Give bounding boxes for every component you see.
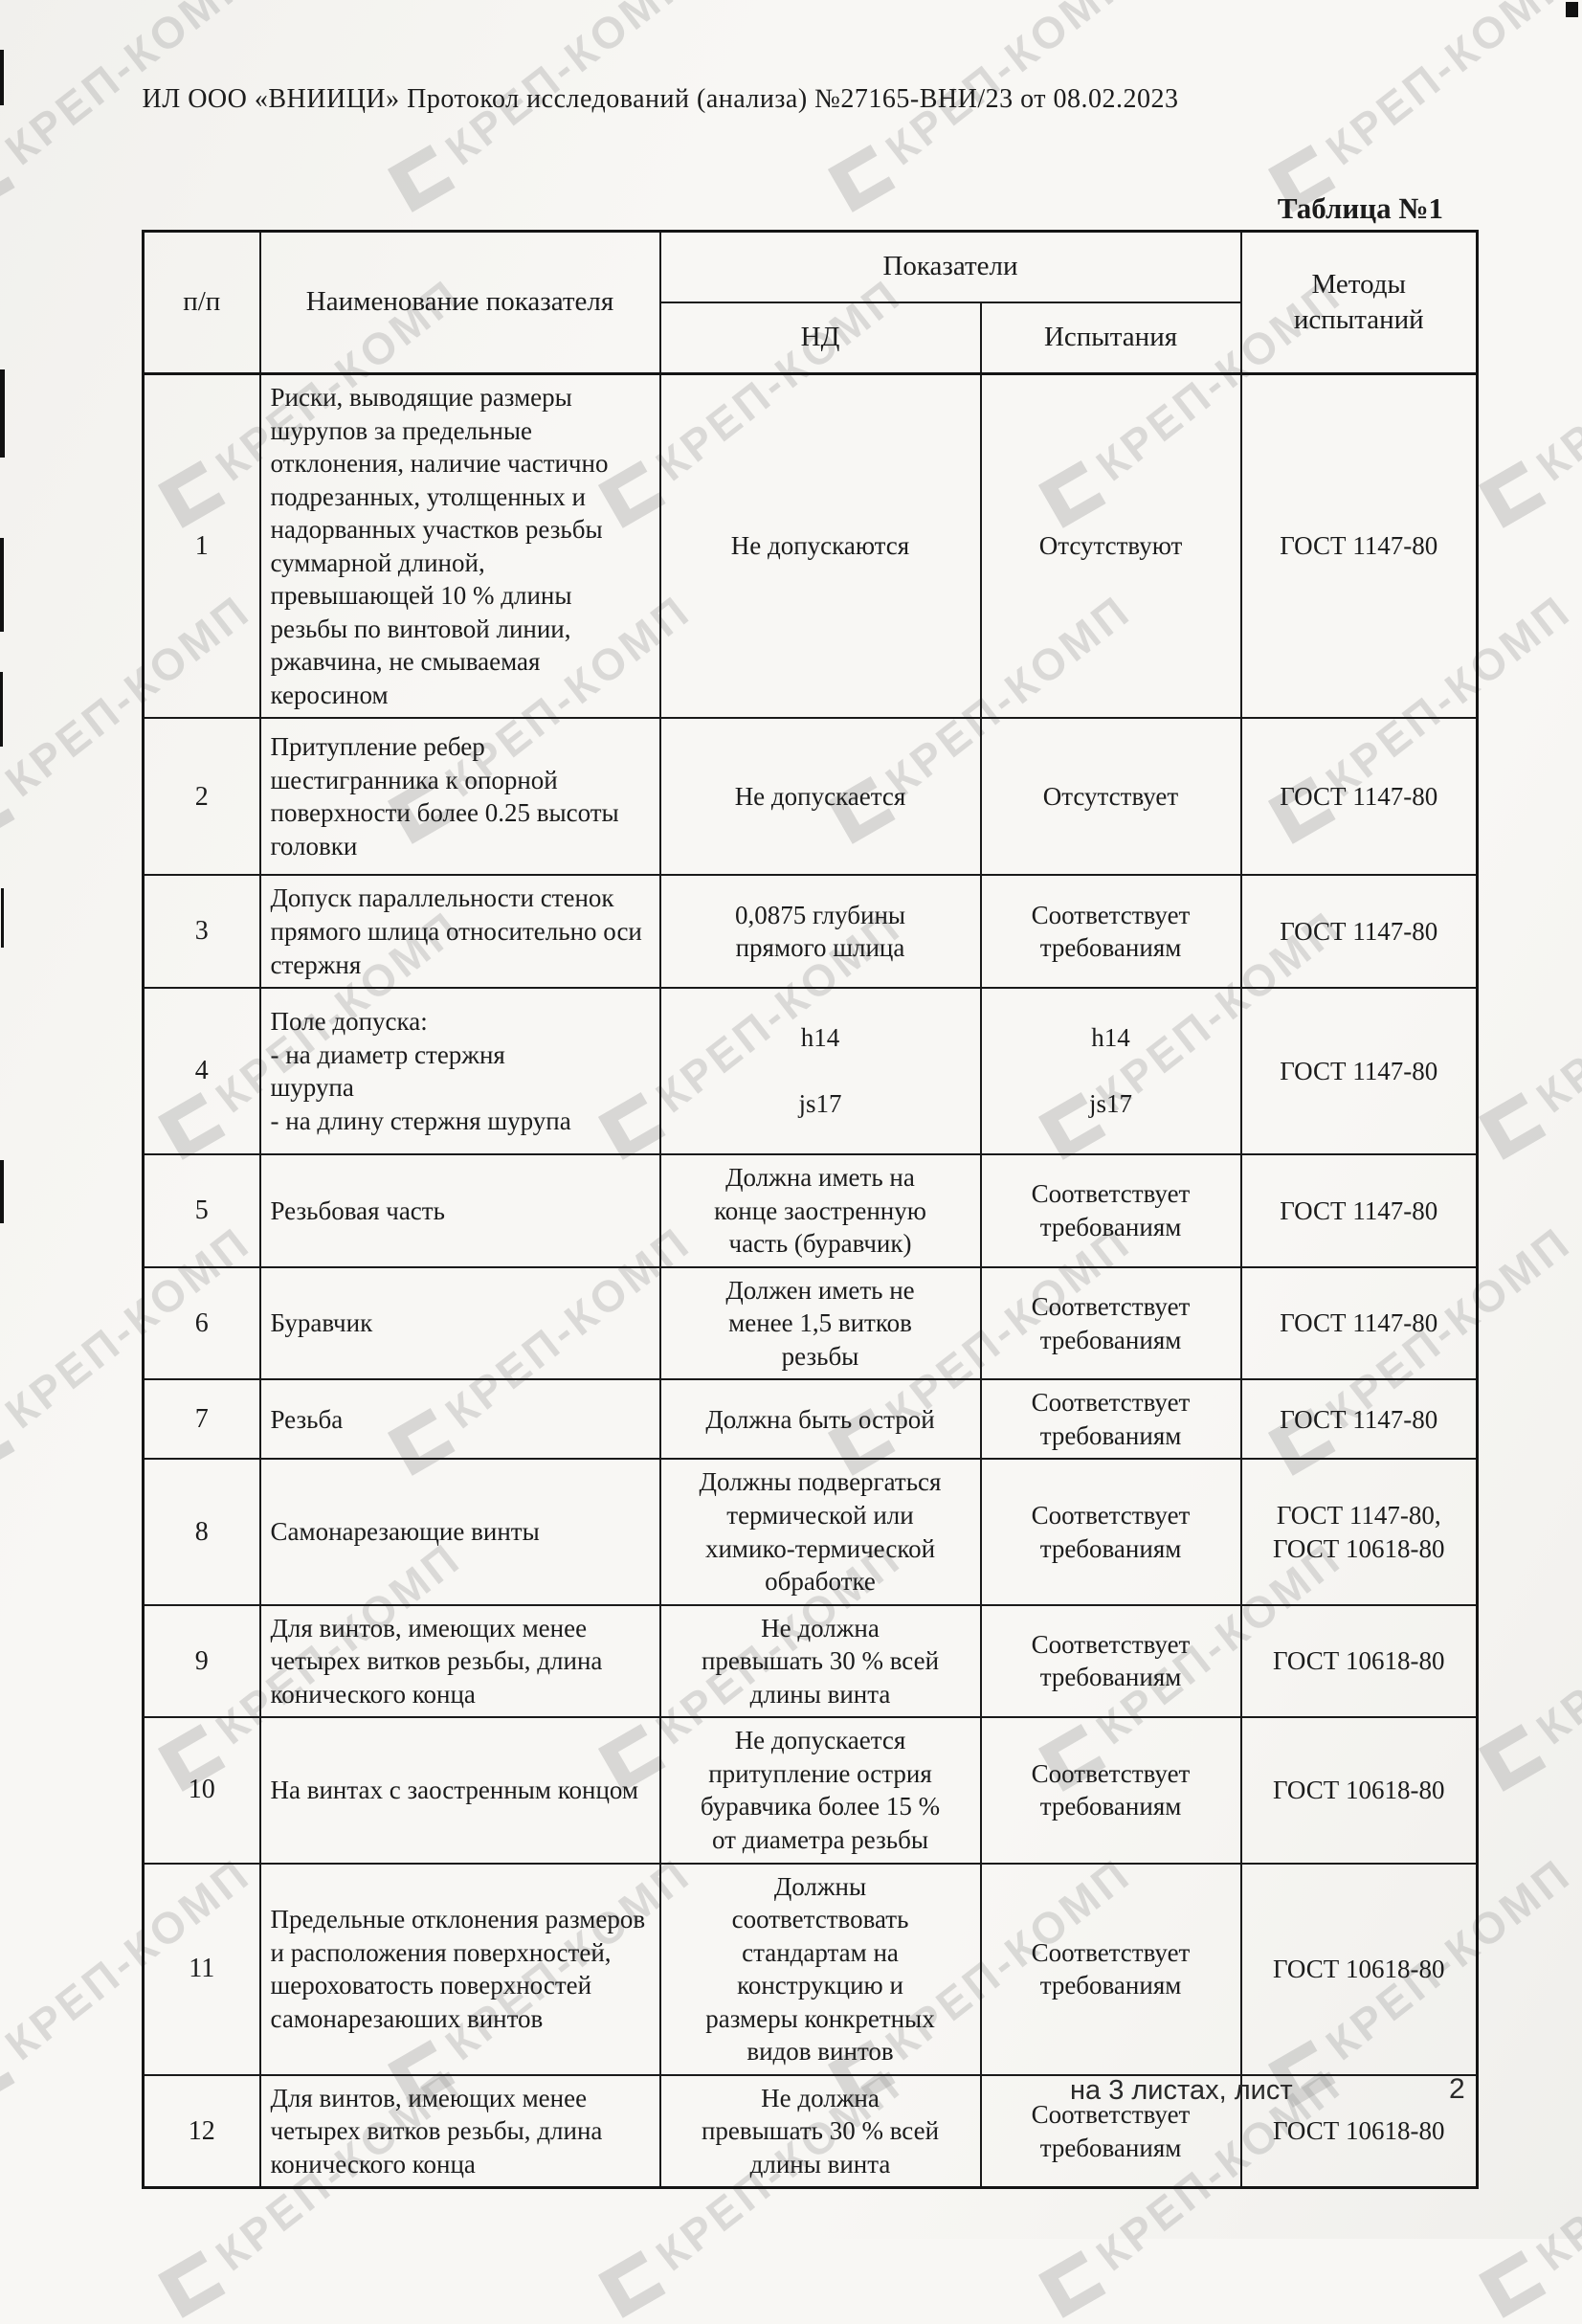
- row-number: 4: [142, 987, 261, 1156]
- test-method: ГОСТ 1147-80: [1239, 1153, 1479, 1268]
- nd-requirement: h14 js17: [658, 987, 982, 1156]
- nd-requirement: Должен иметь не менее 1,5 витков резьбы: [658, 1265, 982, 1381]
- table-row: 6 Буравчик Должен иметь не менее 1,5 витко…: [142, 1265, 1479, 1381]
- brand-logo-icon: [1038, 2250, 1106, 2318]
- table-row: 3 Допуск параллельности стенок прямого шл…: [142, 874, 1479, 990]
- indicator-name: Для винтов, имеющих менее четырех витков…: [258, 1603, 661, 1719]
- indicator-name: Риски, выводящие размеры шурупов за пред…: [258, 372, 661, 720]
- indicator-name: Буравчик: [258, 1265, 661, 1381]
- test-result: Соответствует требованиям: [979, 874, 1242, 990]
- table-row: 9 Для винтов, имеющих менее четырех витко…: [142, 1603, 1479, 1719]
- test-result: Соответствует требованиям: [979, 1716, 1242, 1865]
- row-number: 8: [142, 1458, 261, 1606]
- table-row: 7 Резьба Должна быть острой Соответствует т…: [142, 1378, 1479, 1461]
- brand-logo-icon: [598, 2250, 666, 2318]
- indicator-name: На винтах с заостренным концом: [258, 1716, 661, 1865]
- test-method: ГОСТ 1147-80, ГОСТ 10618-80: [1239, 1458, 1479, 1606]
- row-number: 6: [142, 1265, 261, 1381]
- nd-requirement: Не должна превышать 30 % всей длины винт…: [658, 1603, 982, 1719]
- nd-requirement: Должны подвергаться термической или хими…: [658, 1458, 982, 1606]
- test-result: Соответствует требованиям: [979, 1458, 1242, 1606]
- test-method: ГОСТ 1147-80: [1239, 1378, 1479, 1461]
- row-number: 12: [142, 2073, 261, 2189]
- test-method: ГОСТ 1147-80: [1239, 372, 1479, 720]
- test-method: ГОСТ 1147-80: [1239, 717, 1479, 877]
- row-number: 11: [142, 1862, 261, 2076]
- protocol-table: п/п Наименование показателя Показатели М…: [142, 230, 1480, 2190]
- header-test: Испытания: [979, 302, 1242, 375]
- header-num: п/п: [142, 230, 261, 375]
- scan-artifact: [0, 369, 5, 458]
- test-result: Соответствует требованиям: [979, 1603, 1242, 1719]
- brand-logo-icon: [158, 2250, 226, 2318]
- indicator-name: Поле допуска: - на диаметр стержня шуруп…: [258, 987, 661, 1156]
- test-result: Соответствует требованиям: [979, 1862, 1242, 2076]
- test-result: h14 js17: [979, 987, 1242, 1156]
- scan-artifact: [0, 672, 3, 747]
- row-number: 3: [142, 874, 261, 990]
- scan-artifact: [1, 888, 4, 948]
- table-caption: Таблица №1: [1277, 191, 1443, 225]
- indicator-name: Предельные отклонения размеров и располо…: [258, 1862, 661, 2076]
- table-row: 10 На винтах с заостренным концом Не допус…: [142, 1716, 1479, 1865]
- nd-requirement: Должна иметь на конце заостренную часть …: [658, 1153, 982, 1268]
- test-method: ГОСТ 10618-80: [1239, 1862, 1479, 2076]
- nd-requirement: Должна быть острой: [658, 1378, 982, 1461]
- indicator-name: Для винтов, имеющих менее четырех витков…: [258, 2073, 661, 2189]
- document-header: ИЛ ООО «ВНИИЦИ» Протокол исследований (а…: [142, 84, 1179, 114]
- indicator-name: Допуск параллельности стенок прямого шли…: [258, 874, 661, 990]
- test-result: Отсутствуют: [979, 372, 1242, 720]
- table-row: 4 Поле допуска: - на диаметр стержня шуру…: [142, 987, 1479, 1156]
- table-row: 2 Притупление ребер шестигранника к опорн…: [142, 717, 1479, 877]
- test-method: ГОСТ 10618-80: [1239, 1716, 1479, 1865]
- nd-requirement: Не допускаются: [658, 372, 982, 720]
- nd-requirement: Должны соответствовать стандартам на кон…: [658, 1862, 982, 2076]
- nd-requirement: Не допускается притупление острия буравч…: [658, 1716, 982, 1865]
- indicator-name: Притупление ребер шестигранника к опорно…: [258, 717, 661, 877]
- nd-requirement: Не допускается: [658, 717, 982, 877]
- scan-artifact: [1566, 2, 1578, 17]
- table-row: 8 Самонарезающие винты Должны подвергаться…: [142, 1458, 1479, 1606]
- footer-page-number: 2: [1449, 2073, 1465, 2105]
- row-number: 5: [142, 1153, 261, 1268]
- header-indicators: Показатели: [658, 230, 1242, 303]
- test-result: Отсутствует: [979, 717, 1242, 877]
- table-row: 11 Предельные отклонения размеров и распо…: [142, 1862, 1479, 2076]
- test-result: Соответствует требованиям: [979, 1378, 1242, 1461]
- row-number: 10: [142, 1716, 261, 1865]
- row-number: 1: [142, 372, 261, 720]
- document-page: { "page": { "header_line": "ИЛ ООО «ВНИИ…: [0, 0, 1582, 2239]
- scan-artifact: [0, 50, 4, 105]
- header-nd: НД: [658, 302, 982, 375]
- header-methods: Методы испытаний: [1239, 230, 1479, 375]
- table-row: 5 Резьбовая часть Должна иметь на конце за…: [142, 1153, 1479, 1268]
- footer-sheets-label: на 3 листах, лист: [1070, 2075, 1293, 2106]
- scan-artifact: [0, 1160, 4, 1223]
- header-name: Наименование показателя: [258, 230, 661, 375]
- indicator-name: Резьбовая часть: [258, 1153, 661, 1268]
- test-method: ГОСТ 1147-80: [1239, 1265, 1479, 1381]
- indicator-name: Самонарезающие винты: [258, 1458, 661, 1606]
- scan-artifact: [0, 538, 4, 632]
- nd-requirement: 0,0875 глубины прямого шлица: [658, 874, 982, 990]
- table-row: 1 Риски, выводящие размеры шурупов за пре…: [142, 372, 1479, 720]
- table-row: 12 Для винтов, имеющих менее четырех витк…: [142, 2073, 1479, 2189]
- row-number: 7: [142, 1378, 261, 1461]
- test-result: Соответствует требованиям: [979, 1153, 1242, 1268]
- test-method: ГОСТ 10618-80: [1239, 2073, 1479, 2189]
- row-number: 9: [142, 1603, 261, 1719]
- nd-requirement: Не должна превышать 30 % всей длины винт…: [658, 2073, 982, 2189]
- indicator-name: Резьба: [258, 1378, 661, 1461]
- test-method: ГОСТ 1147-80: [1239, 987, 1479, 1156]
- test-method: ГОСТ 10618-80: [1239, 1603, 1479, 1719]
- test-result: Соответствует требованиям: [979, 2073, 1242, 2189]
- row-number: 2: [142, 717, 261, 877]
- brand-logo-icon: [1479, 2250, 1547, 2318]
- test-result: Соответствует требованиям: [979, 1265, 1242, 1381]
- test-method: ГОСТ 1147-80: [1239, 874, 1479, 990]
